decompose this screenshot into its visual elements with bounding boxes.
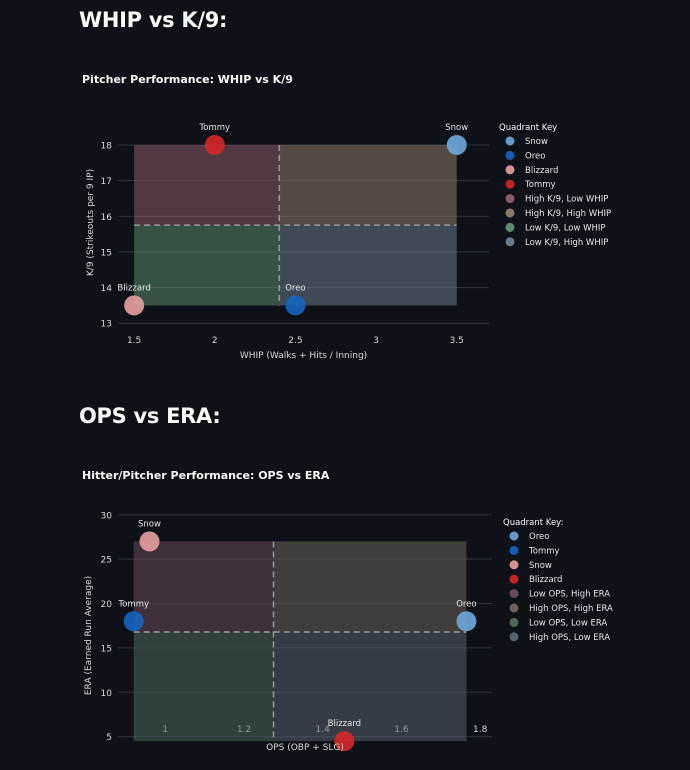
data-point xyxy=(139,531,160,552)
y-tick-label: 17 xyxy=(101,177,112,187)
data-point-label: Snow xyxy=(445,123,468,133)
data-point xyxy=(285,295,306,316)
quadrant-region xyxy=(134,225,280,306)
data-point-label: Oreo xyxy=(456,599,476,609)
legend-marker xyxy=(509,545,519,555)
legend-marker xyxy=(509,632,519,642)
y-tick-label: 20 xyxy=(101,600,113,610)
y-tick-label: 15 xyxy=(101,644,112,654)
x-axis-label: WHIP (Walks + Hits / Inning) xyxy=(240,351,367,361)
legend-item-label: Blizzard xyxy=(529,575,562,585)
y-tick-label: 10 xyxy=(101,689,113,699)
x-tick-label: 1.8 xyxy=(473,725,488,735)
data-point-label: Tommy xyxy=(117,599,149,609)
y-tick-label: 15 xyxy=(101,248,112,258)
legend-item-label: Snow xyxy=(525,137,548,147)
y-axis-label: ERA (Earned Run Average) xyxy=(84,576,94,695)
quadrant-region xyxy=(279,225,457,306)
legend-item-label: Tommy xyxy=(528,546,560,556)
legend-marker xyxy=(509,560,519,570)
x-axis-label: OPS (OBP + SLG) xyxy=(266,743,344,753)
data-point xyxy=(456,611,477,632)
legend-item-label: High K/9, High WHIP xyxy=(525,209,611,219)
legend-marker xyxy=(505,165,515,175)
quadrant-region xyxy=(134,144,280,226)
legend-item-label: Oreo xyxy=(529,532,549,542)
legend-item-label: Low OPS, Low ERA xyxy=(529,618,607,628)
data-point xyxy=(446,134,467,155)
legend-marker xyxy=(505,194,515,204)
legend-marker xyxy=(505,136,515,146)
legend-item-label: Low K/9, High WHIP xyxy=(525,238,608,248)
x-tick-label: 3 xyxy=(373,336,379,346)
legend-item-label: High OPS, Low ERA xyxy=(529,633,610,643)
y-tick-label: 16 xyxy=(101,213,113,223)
chart-title: Hitter/Pitcher Performance: OPS vs ERA xyxy=(82,469,330,482)
quadrant-region xyxy=(273,541,467,632)
data-point xyxy=(123,611,144,632)
y-axis-label: K/9 (Strikeouts per 9 IP) xyxy=(86,169,96,276)
legend-marker xyxy=(509,589,519,599)
y-tick-label: 18 xyxy=(101,141,113,151)
legend-marker xyxy=(509,574,519,584)
y-tick-label: 25 xyxy=(101,556,112,566)
legend-item-label: Oreo xyxy=(525,151,545,161)
data-point xyxy=(334,731,355,752)
data-point-label: Snow xyxy=(138,519,161,529)
section-heading-whip: WHIP vs K/9: xyxy=(79,8,228,32)
chart-title: Pitcher Performance: WHIP vs K/9 xyxy=(82,73,293,86)
x-tick-label: 3.5 xyxy=(450,336,464,346)
legend-title: Quadrant Key: xyxy=(503,518,563,528)
legend-item-label: Low OPS, High ERA xyxy=(529,590,610,600)
y-tick-label: 5 xyxy=(106,733,112,743)
legend-marker xyxy=(505,222,515,232)
legend-item-label: Blizzard xyxy=(525,166,558,176)
legend-marker xyxy=(505,237,515,247)
legend-marker xyxy=(505,150,515,160)
legend-marker xyxy=(505,179,515,189)
quadrant-region xyxy=(133,541,274,632)
data-point-label: Oreo xyxy=(285,283,305,293)
whip-k9-chart[interactable]: Pitcher Performance: WHIP vs K/9 13 14 15 16… xyxy=(0,60,690,380)
quadrant-region xyxy=(273,631,467,742)
legend-marker xyxy=(509,603,519,613)
data-point xyxy=(204,134,225,155)
legend-item-label: Snow xyxy=(529,561,552,571)
x-tick-label: 2 xyxy=(212,336,218,346)
legend-marker xyxy=(509,617,519,627)
legend-title: Quadrant Key xyxy=(499,123,557,133)
legend-item-label: Low K/9, Low WHIP xyxy=(525,223,606,233)
x-tick-label: 2.5 xyxy=(288,336,302,346)
legend-item-label: Tommy xyxy=(524,180,556,190)
data-point-label: Tommy xyxy=(199,123,231,133)
data-point xyxy=(124,295,145,316)
legend-item-label: High K/9, Low WHIP xyxy=(525,195,608,205)
x-tick-label: 1.5 xyxy=(127,336,141,346)
section-heading-ops: OPS vs ERA: xyxy=(79,404,221,428)
data-point-label: Blizzard xyxy=(117,283,150,293)
y-tick-label: 30 xyxy=(101,511,113,521)
ops-era-chart[interactable]: Hitter/Pitcher Performance: OPS vs ERA 5 1… xyxy=(0,455,690,770)
legend-marker xyxy=(509,531,519,541)
quadrant-region xyxy=(279,144,457,226)
legend-marker xyxy=(505,208,515,218)
y-tick-label: 14 xyxy=(101,284,113,294)
quadrant-region xyxy=(133,631,274,742)
legend-item-label: High OPS, High ERA xyxy=(529,604,613,614)
y-tick-label: 13 xyxy=(101,320,112,330)
data-point-label: Blizzard xyxy=(328,719,361,729)
